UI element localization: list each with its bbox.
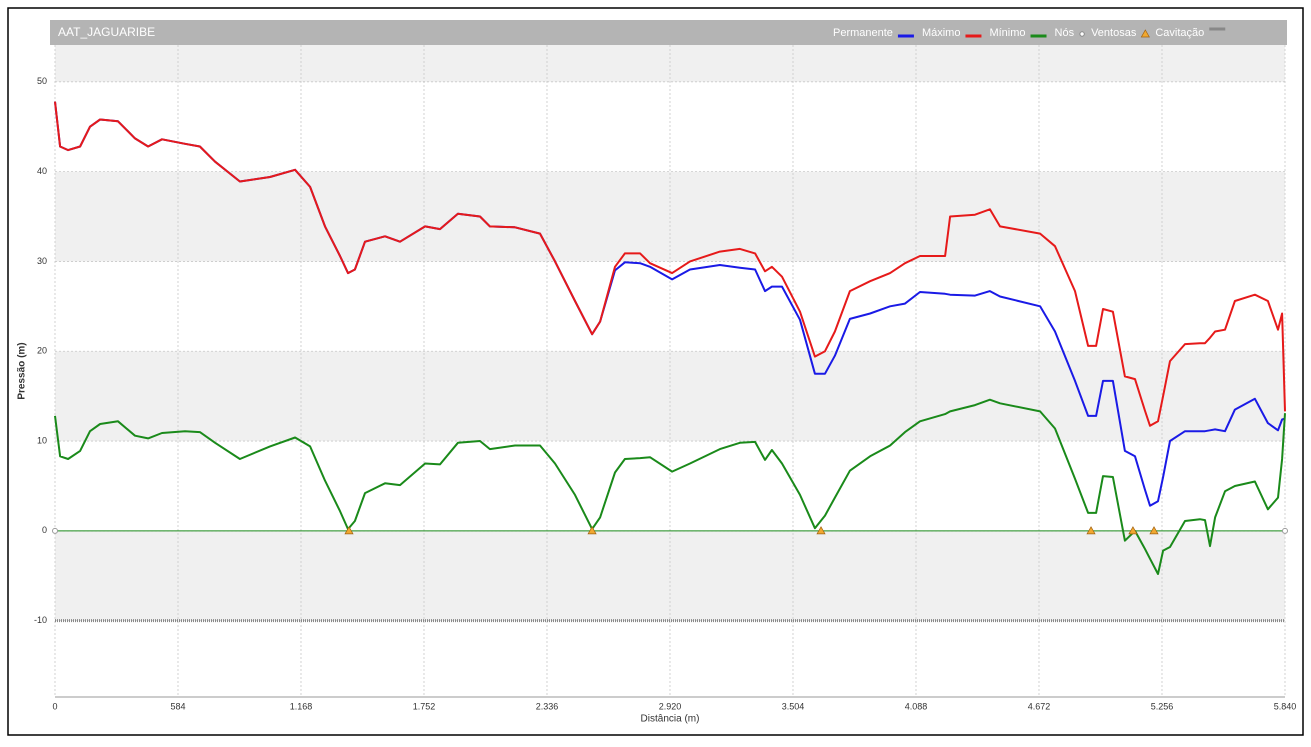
legend-label: Mínimo (989, 27, 1025, 39)
x-tick-label: 4.672 (1028, 701, 1051, 711)
x-tick-label: 2.336 (536, 701, 559, 711)
legend-label: Ventosas (1091, 27, 1137, 39)
series-line (54, 398, 1286, 575)
x-tick-label: 1.752 (413, 701, 436, 711)
x-axis-label: Distância (m) (641, 714, 700, 725)
y-tick-label: 40 (37, 166, 47, 176)
x-tick-label: 1.168 (290, 701, 313, 711)
chart-title: AAT_JAGUARIBE (58, 25, 155, 39)
legend-label: Máximo (922, 27, 961, 39)
series-line (54, 101, 1286, 427)
y-tick-label: 0 (42, 525, 47, 535)
legend-label: Permanente (833, 27, 893, 39)
ventosa-marker (587, 526, 597, 535)
y-tick-label: 10 (37, 435, 47, 445)
ventosa-marker (1086, 526, 1096, 535)
ventosa-marker (344, 526, 354, 535)
y-tick-label: 50 (37, 76, 47, 86)
ventosa-marker (816, 526, 826, 535)
node-marker (1282, 527, 1288, 534)
x-tick-label: 3.504 (782, 701, 805, 711)
x-tick-label: 5.256 (1151, 701, 1174, 711)
x-tick-label: 0 (52, 701, 57, 711)
legend-label: Cavitação (1155, 27, 1204, 39)
x-tick-label: 4.088 (905, 701, 928, 711)
background-band (55, 530, 1285, 621)
x-tick-label: 5.840 (1274, 701, 1297, 711)
legend-swatch (1140, 29, 1150, 38)
ventosa-marker (1128, 526, 1138, 535)
y-tick-label: 20 (37, 346, 47, 356)
x-tick-label: 2.920 (659, 701, 682, 711)
legend-label: Nós (1055, 27, 1075, 39)
node-marker (52, 527, 58, 534)
y-axis-label: Pressão (m) (17, 342, 28, 399)
ventosa-marker (1149, 526, 1159, 535)
legend-swatch (1079, 31, 1085, 37)
y-tick-label: 30 (37, 256, 47, 266)
x-tick-label: 584 (170, 701, 185, 711)
y-tick-label: -10 (34, 615, 47, 625)
background-band (55, 45, 1285, 82)
